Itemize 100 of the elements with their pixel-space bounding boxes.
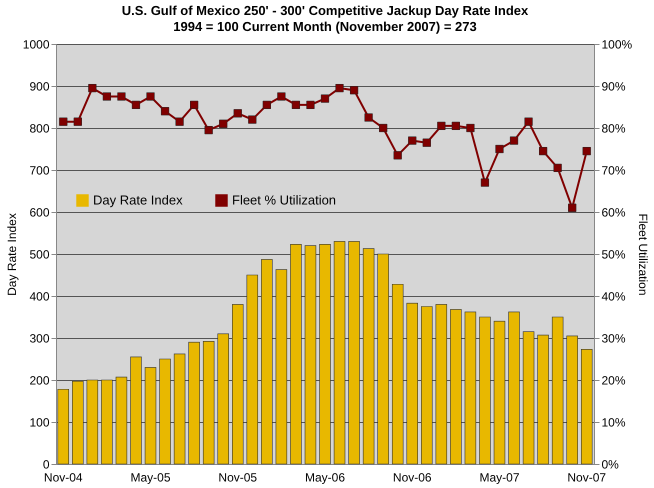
bar: [261, 259, 273, 464]
bar: [116, 376, 128, 464]
point: [132, 100, 140, 110]
chart-title: U.S. Gulf of Mexico 250' - 300' Competitive Jackup Day Rate Index: [122, 3, 529, 18]
y2-tick-label: 70%: [602, 164, 626, 178]
point: [146, 92, 155, 101]
point: [408, 136, 416, 145]
point: [452, 122, 460, 130]
bar: [290, 244, 302, 464]
y-axis-title: Day Rate Index: [4, 213, 19, 296]
bar: [174, 354, 186, 464]
bar: [276, 269, 288, 464]
point: [248, 115, 256, 124]
point: [364, 113, 373, 122]
y2-tick-label: 50%: [602, 248, 626, 262]
point: [422, 138, 431, 147]
y2-tick-label: 80%: [602, 122, 626, 136]
point: [234, 109, 242, 118]
bar: [494, 320, 506, 464]
bar: [450, 309, 462, 464]
y2-tick-label: 0%: [602, 458, 620, 472]
y2-tick-label: 100%: [602, 38, 633, 52]
point: [292, 100, 300, 110]
legend-label: Day Rate Index: [93, 192, 184, 208]
y-tick-label: 300: [29, 332, 50, 346]
y2-tick-label: 30%: [602, 332, 626, 346]
bar: [304, 245, 316, 464]
point: [262, 100, 271, 110]
point: [219, 120, 228, 128]
x-tick-label: Nov-05: [218, 470, 258, 484]
point: [480, 178, 490, 187]
point: [74, 118, 82, 126]
x-tick-label: Nov-04: [44, 470, 83, 484]
bar: [436, 304, 448, 464]
bar: [580, 349, 592, 464]
bar: [522, 331, 534, 464]
y-tick-label: 100: [29, 416, 50, 430]
bar: [508, 312, 520, 464]
point: [554, 164, 562, 172]
point: [160, 107, 170, 116]
x-tick-label: May-07: [479, 470, 520, 484]
point: [510, 136, 518, 145]
point: [350, 86, 358, 94]
point: [568, 204, 576, 212]
y-tick-label: 1000: [22, 38, 50, 52]
bar: [58, 388, 70, 464]
bar: [334, 241, 346, 464]
bar: [464, 312, 476, 464]
bar: [130, 356, 142, 464]
bar: [232, 304, 244, 464]
point: [394, 151, 402, 160]
y-tick-label: 600: [29, 206, 50, 220]
bar: [246, 274, 258, 464]
y-tick-label: 0: [42, 458, 50, 472]
point: [204, 126, 213, 134]
point: [335, 84, 344, 92]
point: [466, 124, 475, 132]
bar: [406, 302, 418, 464]
point: [306, 100, 315, 110]
bar: [566, 336, 578, 464]
y-tick-label: 900: [29, 80, 50, 94]
bar: [421, 306, 433, 464]
point: [102, 92, 112, 101]
bar: [319, 244, 331, 464]
bar: [159, 358, 171, 464]
point: [437, 122, 446, 130]
point: [117, 92, 126, 101]
bar: [101, 380, 113, 464]
bar: [86, 380, 98, 464]
point: [495, 144, 504, 154]
bar: [72, 380, 84, 464]
x-tick-label: Nov-07: [567, 470, 606, 484]
bar: [217, 334, 229, 464]
point: [538, 146, 548, 156]
point: [320, 94, 330, 103]
bar: [392, 284, 404, 464]
bar: [479, 316, 491, 464]
point: [190, 100, 198, 110]
x-tick-label: May-05: [130, 470, 171, 484]
bar: [377, 254, 389, 464]
bar: [362, 248, 374, 464]
y-tick-label: 800: [29, 122, 50, 136]
x-tick-label: Nov-06: [392, 470, 432, 484]
point: [277, 92, 286, 101]
x-tick-label: May-06: [304, 470, 346, 484]
bar: [202, 341, 214, 464]
y2-tick-label: 60%: [602, 206, 626, 220]
point: [524, 118, 533, 126]
bar: [537, 334, 549, 464]
legend-label: Fleet % Utilization: [232, 192, 336, 208]
bar: [552, 316, 564, 464]
chart-subtitle: 1994 = 100 Current Month (November 2007) = 273: [173, 19, 477, 34]
y2-tick-label: 10%: [602, 416, 626, 430]
y-tick-label: 200: [29, 374, 50, 388]
bar: [144, 367, 156, 464]
y2-tick-label: 20%: [602, 374, 626, 388]
bar: [348, 241, 360, 464]
y-tick-label: 700: [29, 164, 50, 178]
point: [175, 118, 184, 126]
y2-axis-title: Fleet Utilization: [636, 213, 650, 296]
